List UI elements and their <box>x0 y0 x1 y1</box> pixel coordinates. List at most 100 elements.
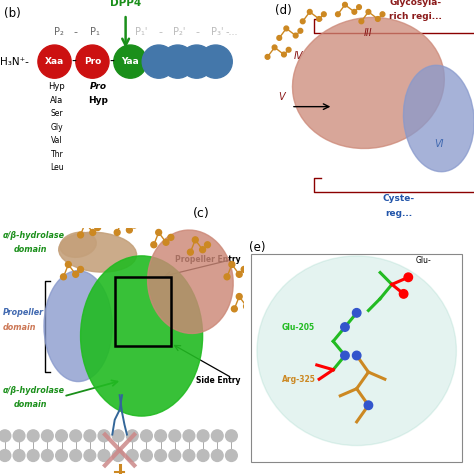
Circle shape <box>231 306 237 312</box>
Circle shape <box>27 430 39 442</box>
Circle shape <box>229 262 235 267</box>
Circle shape <box>211 450 223 461</box>
Circle shape <box>341 351 349 360</box>
Circle shape <box>353 351 361 360</box>
Circle shape <box>114 229 120 236</box>
Circle shape <box>298 28 303 33</box>
Circle shape <box>151 242 157 248</box>
Text: Leu: Leu <box>50 163 64 172</box>
Circle shape <box>341 323 349 331</box>
Circle shape <box>70 450 82 461</box>
Circle shape <box>42 450 53 461</box>
Text: Propeller Entry: Propeller Entry <box>175 255 240 264</box>
Text: (c): (c) <box>193 207 210 220</box>
Circle shape <box>112 430 124 442</box>
Ellipse shape <box>60 232 96 257</box>
Circle shape <box>404 273 412 282</box>
Circle shape <box>375 17 380 21</box>
Circle shape <box>161 45 194 78</box>
Circle shape <box>286 47 291 52</box>
Text: α/β-hydrolase: α/β-hydrolase <box>2 386 64 395</box>
Circle shape <box>13 450 25 461</box>
Text: Yaa: Yaa <box>121 57 139 66</box>
Circle shape <box>84 430 96 442</box>
Circle shape <box>237 293 242 300</box>
Text: Ala: Ala <box>50 96 64 104</box>
Ellipse shape <box>59 232 137 272</box>
Circle shape <box>272 45 277 50</box>
Circle shape <box>82 219 88 226</box>
Text: Val: Val <box>51 136 63 145</box>
Circle shape <box>127 450 138 461</box>
Circle shape <box>141 450 152 461</box>
Text: P₃': P₃' <box>210 27 223 37</box>
Circle shape <box>353 309 361 317</box>
Circle shape <box>76 45 109 78</box>
Circle shape <box>321 12 326 17</box>
Text: (e): (e) <box>249 241 265 254</box>
Circle shape <box>205 242 210 248</box>
Circle shape <box>183 450 195 461</box>
Circle shape <box>90 229 96 236</box>
Circle shape <box>0 450 11 461</box>
Text: Arg-325: Arg-325 <box>282 375 316 383</box>
Ellipse shape <box>292 18 444 148</box>
Text: -: - <box>74 27 78 37</box>
Text: DPP4: DPP4 <box>110 0 141 8</box>
Text: domain: domain <box>13 400 47 409</box>
Circle shape <box>224 274 230 280</box>
Circle shape <box>169 450 181 461</box>
Circle shape <box>73 272 79 277</box>
Circle shape <box>226 430 237 442</box>
Text: Pro: Pro <box>90 82 107 91</box>
Circle shape <box>61 274 66 280</box>
Circle shape <box>199 45 232 78</box>
Circle shape <box>226 450 237 461</box>
Circle shape <box>95 225 100 230</box>
Text: Glu-205: Glu-205 <box>282 323 315 331</box>
Circle shape <box>197 430 209 442</box>
Circle shape <box>156 229 162 236</box>
Text: Side Entry: Side Entry <box>196 376 240 385</box>
Ellipse shape <box>257 256 456 446</box>
Circle shape <box>163 239 169 245</box>
Circle shape <box>366 9 371 14</box>
Circle shape <box>42 430 53 442</box>
Circle shape <box>65 262 71 267</box>
Circle shape <box>119 217 125 223</box>
Circle shape <box>38 45 71 78</box>
Circle shape <box>197 450 209 461</box>
Circle shape <box>277 36 282 40</box>
Circle shape <box>27 450 39 461</box>
Circle shape <box>359 19 364 24</box>
Circle shape <box>293 33 298 38</box>
Text: Gly: Gly <box>51 123 63 131</box>
Circle shape <box>114 45 147 78</box>
Text: Xaa: Xaa <box>45 57 64 66</box>
Circle shape <box>78 232 83 238</box>
Circle shape <box>112 450 124 461</box>
Text: IV: IV <box>293 51 303 61</box>
Circle shape <box>98 430 110 442</box>
Text: rich regi...: rich regi... <box>389 12 442 21</box>
Text: P₁: P₁ <box>90 27 100 37</box>
Text: Hyp: Hyp <box>89 96 108 104</box>
Circle shape <box>211 430 223 442</box>
Circle shape <box>308 9 312 14</box>
Circle shape <box>200 247 206 253</box>
Circle shape <box>343 2 347 7</box>
Circle shape <box>244 303 249 310</box>
Circle shape <box>241 266 247 273</box>
Circle shape <box>127 430 138 442</box>
Circle shape <box>155 430 166 442</box>
Circle shape <box>188 249 193 255</box>
Ellipse shape <box>44 271 112 382</box>
Circle shape <box>0 430 11 442</box>
Text: Glycosyla-: Glycosyla- <box>389 0 441 7</box>
Ellipse shape <box>403 65 474 172</box>
Circle shape <box>265 55 270 59</box>
Text: -: - <box>196 27 200 37</box>
Text: domain: domain <box>2 323 36 332</box>
Text: -: - <box>158 27 162 37</box>
Circle shape <box>98 450 110 461</box>
